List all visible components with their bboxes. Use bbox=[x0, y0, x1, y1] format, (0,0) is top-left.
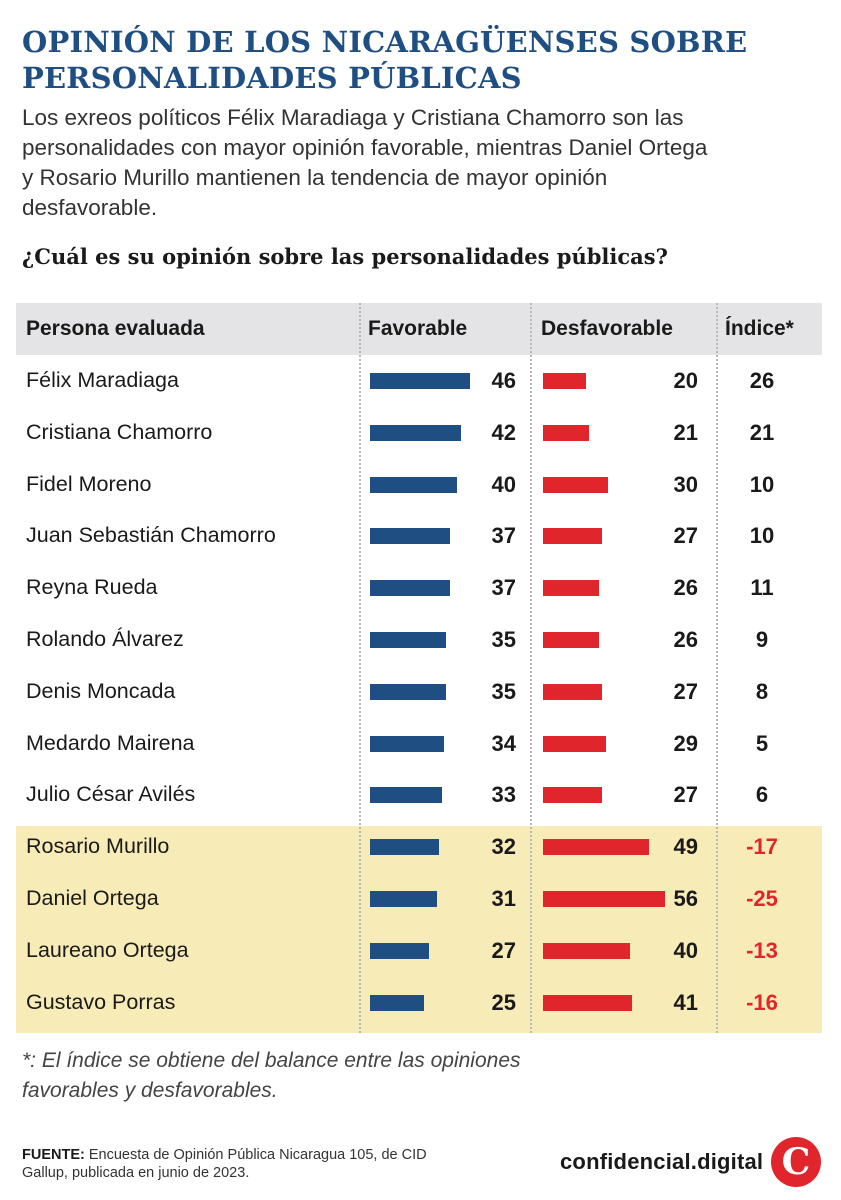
unfavorable-bar bbox=[543, 476, 609, 493]
column-divider bbox=[359, 303, 361, 1033]
row-name: Rosario Murillo bbox=[26, 834, 170, 859]
favorable-bar bbox=[370, 424, 462, 441]
favorable-value: 27 bbox=[491, 937, 516, 963]
chart-subtitle: Los exreos políticos Félix Maradiaga y C… bbox=[22, 105, 708, 220]
logo-letter: C bbox=[781, 1141, 811, 1183]
favorable-bar bbox=[370, 528, 451, 545]
favorable-bar bbox=[370, 580, 451, 597]
survey-question: ¿Cuál es su opinión sobre las personalid… bbox=[22, 244, 668, 269]
favorable-value: 40 bbox=[491, 471, 516, 497]
unfavorable-value: 29 bbox=[673, 730, 698, 756]
row-name: Gustavo Porras bbox=[26, 989, 176, 1014]
favorable-bar bbox=[370, 683, 446, 700]
confidencial-logo: C bbox=[771, 1137, 821, 1187]
index-value: 5 bbox=[755, 730, 769, 756]
table-header-background bbox=[16, 303, 822, 355]
favorable-value: 35 bbox=[491, 626, 516, 652]
favorable-bar bbox=[370, 787, 442, 804]
source-label: FUENTE: bbox=[22, 1147, 85, 1163]
row-name: Denis Moncada bbox=[26, 678, 176, 703]
source-note: FUENTE: Encuesta de Opinión Pública Nica… bbox=[22, 1146, 452, 1182]
unfavorable-value: 56 bbox=[673, 885, 698, 911]
favorable-bar bbox=[370, 476, 457, 493]
index-value: 10 bbox=[749, 471, 775, 497]
index-value: -13 bbox=[746, 937, 778, 963]
row-name: Félix Maradiaga bbox=[26, 367, 179, 392]
favorable-bar bbox=[370, 942, 429, 959]
favorable-bar bbox=[370, 372, 470, 389]
header-favorable: Favorable bbox=[368, 317, 468, 340]
favorable-bar bbox=[370, 890, 438, 907]
favorable-value: 42 bbox=[491, 419, 516, 445]
row-name: Cristiana Chamorro bbox=[26, 419, 213, 444]
unfavorable-bar bbox=[543, 631, 600, 648]
unfavorable-value: 27 bbox=[673, 523, 698, 549]
unfavorable-bar bbox=[543, 580, 600, 597]
favorable-value: 31 bbox=[491, 885, 516, 911]
row-name: Daniel Ortega bbox=[26, 885, 159, 910]
unfavorable-value: 21 bbox=[673, 419, 698, 445]
index-value: 6 bbox=[755, 782, 769, 808]
unfavorable-bar bbox=[543, 787, 602, 804]
favorable-bar bbox=[370, 839, 440, 856]
index-value: 26 bbox=[749, 367, 775, 393]
index-value: 21 bbox=[749, 419, 775, 445]
chart-title: OPINIÓN DE LOS NICARAGÜENSES SOBRE PERSO… bbox=[22, 25, 748, 95]
favorable-value: 46 bbox=[491, 367, 516, 393]
unfavorable-bar bbox=[543, 424, 589, 441]
index-value: -16 bbox=[746, 989, 778, 1015]
index-value: 8 bbox=[755, 678, 769, 704]
favorable-value: 37 bbox=[491, 523, 516, 549]
unfavorable-bar bbox=[543, 942, 630, 959]
unfavorable-value: 30 bbox=[673, 471, 698, 497]
unfavorable-bar bbox=[543, 994, 632, 1011]
favorable-value: 33 bbox=[491, 782, 516, 808]
index-value: 10 bbox=[749, 523, 775, 549]
footnote: *: El índice se obtiene del balance entr… bbox=[22, 1049, 521, 1102]
unfavorable-bar bbox=[543, 372, 587, 389]
unfavorable-bar bbox=[543, 890, 665, 907]
unfavorable-value: 41 bbox=[673, 989, 698, 1015]
index-value: 9 bbox=[755, 626, 769, 652]
row-name: Laureano Ortega bbox=[26, 937, 189, 962]
unfavorable-value: 20 bbox=[673, 367, 698, 393]
row-name: Rolando Álvarez bbox=[26, 626, 184, 651]
index-value: -25 bbox=[746, 885, 778, 911]
row-name: Fidel Moreno bbox=[26, 471, 152, 496]
index-value: 11 bbox=[750, 575, 774, 601]
favorable-value: 34 bbox=[491, 730, 516, 756]
favorable-bar bbox=[370, 994, 425, 1011]
unfavorable-value: 26 bbox=[673, 575, 698, 601]
row-name: Juan Sebastián Chamorro bbox=[26, 523, 276, 548]
favorable-value: 37 bbox=[491, 575, 516, 601]
unfavorable-value: 49 bbox=[673, 834, 698, 860]
favorable-bar bbox=[370, 735, 444, 752]
favorable-value: 25 bbox=[491, 989, 516, 1015]
source-text: Encuesta de Opinión Pública Nicaragua 10… bbox=[22, 1147, 427, 1181]
unfavorable-bar bbox=[543, 683, 602, 700]
unfavorable-value: 26 bbox=[673, 626, 698, 652]
favorable-value: 32 bbox=[491, 834, 516, 860]
brand-name: confidencial.digital bbox=[560, 1149, 764, 1174]
unfavorable-value: 40 bbox=[673, 937, 698, 963]
index-value: -17 bbox=[746, 834, 778, 860]
header-indice: Índice* bbox=[725, 317, 794, 340]
favorable-value: 35 bbox=[491, 678, 516, 704]
unfavorable-value: 27 bbox=[673, 678, 698, 704]
unfavorable-bar bbox=[543, 839, 650, 856]
unfavorable-bar bbox=[543, 735, 606, 752]
opinion-table: Persona evaluada Favorable Desfavorable … bbox=[16, 303, 822, 1033]
column-divider bbox=[530, 303, 532, 1033]
unfavorable-bar bbox=[543, 528, 602, 545]
row-name: Julio César Avilés bbox=[26, 782, 196, 807]
column-divider bbox=[716, 303, 718, 1033]
favorable-bar bbox=[370, 631, 446, 648]
header-persona: Persona evaluada bbox=[26, 317, 205, 340]
header-desfavorable: Desfavorable bbox=[541, 317, 673, 340]
unfavorable-value: 27 bbox=[673, 782, 698, 808]
row-name: Medardo Mairena bbox=[26, 730, 195, 755]
row-name: Reyna Rueda bbox=[26, 575, 158, 600]
